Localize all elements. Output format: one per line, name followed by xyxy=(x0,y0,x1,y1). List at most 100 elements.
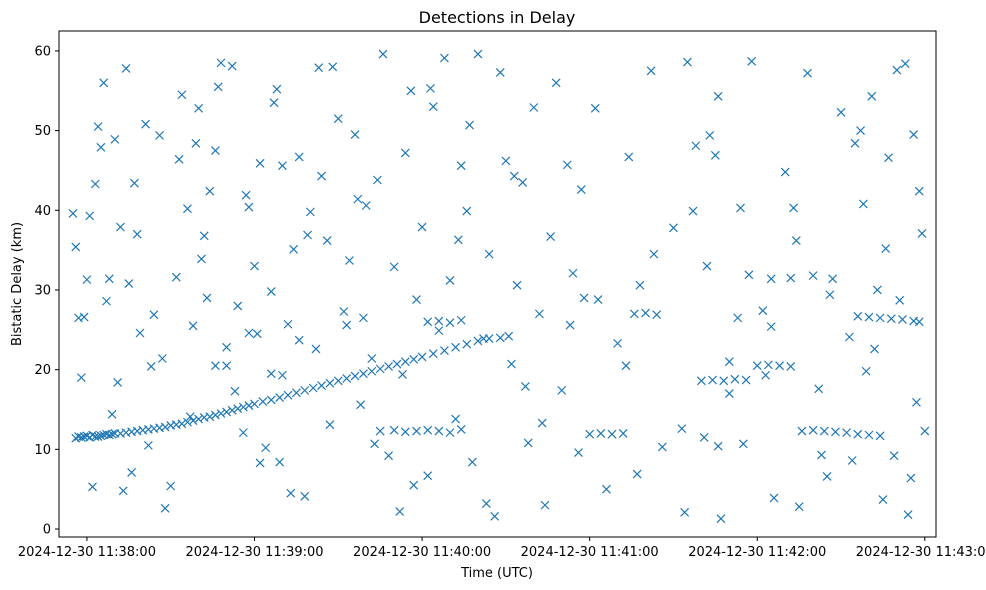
data-point xyxy=(730,374,740,384)
data-point xyxy=(141,119,151,129)
data-point xyxy=(213,82,223,92)
data-point xyxy=(93,122,103,132)
data-point xyxy=(836,107,846,117)
data-point xyxy=(322,236,332,245)
data-point xyxy=(766,322,776,332)
data-point xyxy=(828,274,838,284)
data-point xyxy=(227,405,237,415)
data-point xyxy=(875,431,885,441)
data-point xyxy=(177,419,187,429)
data-point xyxy=(903,510,913,520)
data-point xyxy=(389,425,399,435)
data-point xyxy=(579,293,589,303)
data-point xyxy=(356,400,366,410)
data-point xyxy=(646,66,656,76)
data-point xyxy=(758,306,768,316)
data-point xyxy=(481,499,491,508)
data-point xyxy=(691,141,701,151)
data-point xyxy=(850,138,860,148)
data-point xyxy=(423,317,433,327)
data-point xyxy=(440,346,449,355)
data-point xyxy=(649,249,659,259)
data-point xyxy=(250,261,259,271)
data-point xyxy=(747,56,757,66)
data-point xyxy=(210,410,220,420)
data-point xyxy=(858,199,868,209)
data-point xyxy=(434,316,444,326)
data-point xyxy=(188,321,198,331)
data-point xyxy=(909,130,919,140)
data-point xyxy=(311,344,321,354)
data-point xyxy=(540,500,550,510)
data-point xyxy=(174,154,184,164)
data-point xyxy=(440,53,449,63)
data-point xyxy=(68,209,78,218)
data-point xyxy=(157,354,167,363)
data-point xyxy=(127,468,137,477)
data-point xyxy=(359,369,368,379)
data-point xyxy=(621,361,631,371)
data-point xyxy=(400,427,410,437)
data-point xyxy=(808,271,818,281)
data-point xyxy=(803,68,812,78)
data-point xyxy=(275,393,285,402)
data-point xyxy=(797,426,807,436)
data-point xyxy=(392,359,402,369)
data-point xyxy=(831,427,840,437)
data-point xyxy=(534,309,544,319)
data-point xyxy=(766,274,776,284)
data-point xyxy=(107,429,117,439)
data-point xyxy=(680,507,690,517)
data-point xyxy=(819,426,829,436)
data-point xyxy=(252,329,262,339)
data-point xyxy=(82,275,92,285)
y-tick-label: 0 xyxy=(43,523,51,538)
y-tick-label: 60 xyxy=(34,44,51,59)
data-point xyxy=(146,362,156,371)
data-point xyxy=(317,381,326,391)
data-point xyxy=(462,206,472,216)
data-point xyxy=(160,503,170,513)
data-point xyxy=(333,376,343,386)
data-point xyxy=(593,295,603,304)
data-point xyxy=(629,309,639,319)
data-point xyxy=(872,285,882,295)
data-point xyxy=(451,414,461,424)
data-point xyxy=(110,134,120,144)
data-point xyxy=(222,342,232,352)
data-point xyxy=(350,371,360,381)
data-point xyxy=(635,280,645,290)
data-point xyxy=(266,369,276,379)
data-point xyxy=(434,326,444,336)
data-point xyxy=(294,152,304,162)
data-point xyxy=(345,256,354,265)
data-point xyxy=(350,130,360,140)
y-tick-label: 30 xyxy=(34,283,51,298)
data-point xyxy=(71,242,81,252)
data-point xyxy=(291,388,301,398)
x-axis-ticks: 2024-12-30 11:38:00 2024-12-30 11:39:00 20… xyxy=(18,537,986,560)
data-point xyxy=(853,311,863,321)
data-point xyxy=(456,315,466,325)
data-point xyxy=(342,320,352,330)
data-point xyxy=(878,495,888,504)
data-point xyxy=(222,361,232,371)
data-point xyxy=(278,161,287,171)
data-point xyxy=(423,425,433,435)
data-point xyxy=(238,402,248,412)
data-point xyxy=(395,507,405,516)
data-point xyxy=(199,231,209,241)
data-point xyxy=(191,138,201,148)
data-point xyxy=(244,401,254,410)
data-point xyxy=(398,370,407,379)
data-point xyxy=(367,354,377,363)
data-point xyxy=(255,458,265,468)
data-point xyxy=(736,203,745,213)
data-point xyxy=(283,390,293,400)
data-point xyxy=(507,359,516,369)
data-point xyxy=(842,428,852,438)
data-point xyxy=(889,451,899,461)
data-point xyxy=(529,103,539,112)
y-tick-label: 50 xyxy=(34,124,51,139)
